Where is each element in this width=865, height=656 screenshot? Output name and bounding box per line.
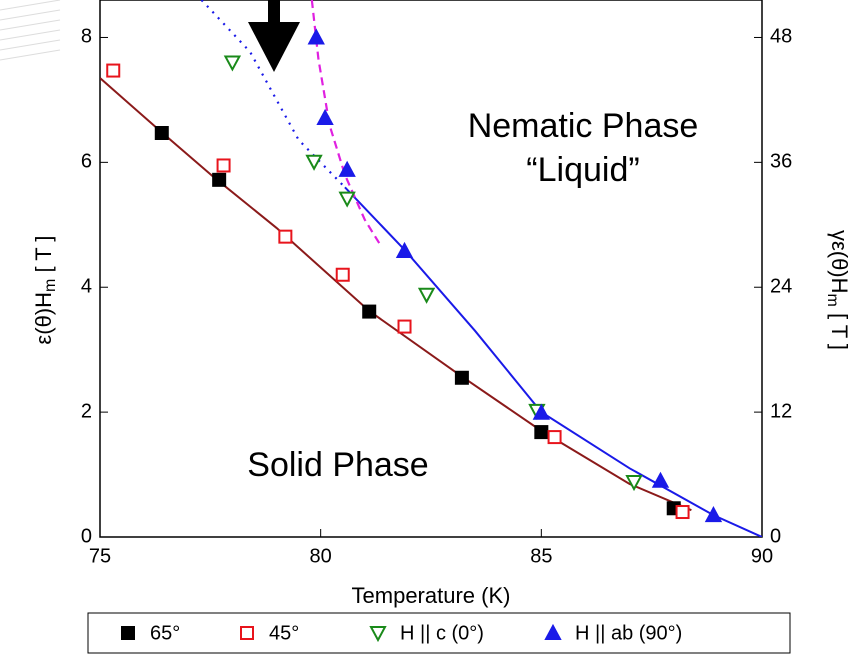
x-tick-label: 80: [310, 545, 332, 567]
marker: [316, 108, 334, 126]
y2-label-sub: m: [824, 294, 841, 307]
marker: [625, 475, 643, 492]
marker: [397, 319, 412, 334]
x-tick-label: 75: [89, 545, 111, 567]
y2-tick-label: 0: [770, 525, 781, 547]
annotation: Solid Phase: [247, 446, 428, 484]
marker: [532, 403, 551, 420]
marker: [338, 191, 356, 208]
plot-area: [100, 0, 762, 537]
legend-marker: [121, 626, 135, 640]
marker: [547, 430, 562, 445]
marker: [278, 229, 293, 244]
x-axis-title: Temperature (K): [352, 583, 511, 608]
y-tick-label: 0: [81, 525, 92, 547]
legend-marker: [544, 623, 562, 640]
marker: [106, 63, 121, 78]
y-tick-label: 2: [81, 400, 92, 422]
marker: [534, 425, 549, 440]
marker: [307, 28, 325, 45]
decor-stripes: [0, 0, 61, 61]
plot-frame: [99, 0, 763, 538]
legend-label: H || ab (90°): [575, 622, 682, 644]
marker: [704, 506, 723, 523]
marker: [223, 55, 242, 72]
marker: [651, 471, 670, 488]
annotation: Nematic Phase: [468, 107, 699, 145]
marker: [216, 158, 231, 173]
annotation: “Liquid”: [526, 151, 639, 189]
marker: [454, 370, 469, 385]
y-label-unit: [ T ]: [31, 235, 56, 278]
y-tick-label: 4: [81, 276, 92, 298]
y2-tick-label: 24: [770, 276, 792, 298]
marker: [362, 304, 377, 319]
legend-box: [87, 612, 791, 654]
y2-tick-label: 36: [770, 151, 792, 173]
legend-label: 65°: [150, 622, 180, 644]
legend-label: H || c (0°): [400, 622, 484, 644]
arrow: [248, 0, 300, 72]
y2-label-main: γε(θ)H: [827, 230, 852, 294]
marker: [675, 505, 690, 520]
y2-label-unit: [ T ]: [827, 307, 852, 350]
legend-label: 45°: [269, 622, 299, 644]
y-label-sub: m: [42, 279, 59, 292]
marker: [305, 154, 323, 171]
fit-line: [344, 186, 762, 537]
marker: [154, 126, 169, 141]
y-tick-label: 8: [81, 26, 92, 48]
y2-axis-title: γε(θ)Hm [ T ]: [824, 230, 852, 350]
y2-tick-label: 12: [770, 400, 792, 422]
x-tick-label: 85: [530, 545, 552, 567]
x-tick-label: 90: [751, 545, 773, 567]
marker: [212, 172, 227, 187]
legend-marker: [369, 626, 387, 643]
legend-marker: [240, 626, 254, 640]
marker: [338, 160, 356, 177]
fit-line: [200, 0, 346, 189]
y-label-main: ε(θ)H: [31, 292, 56, 345]
marker: [395, 241, 414, 259]
y2-tick-label: 48: [770, 26, 792, 48]
y-axis-title: ε(θ)Hm [ T ]: [31, 235, 59, 344]
marker: [417, 287, 436, 304]
marker: [335, 267, 350, 282]
y-tick-label: 6: [81, 151, 92, 173]
